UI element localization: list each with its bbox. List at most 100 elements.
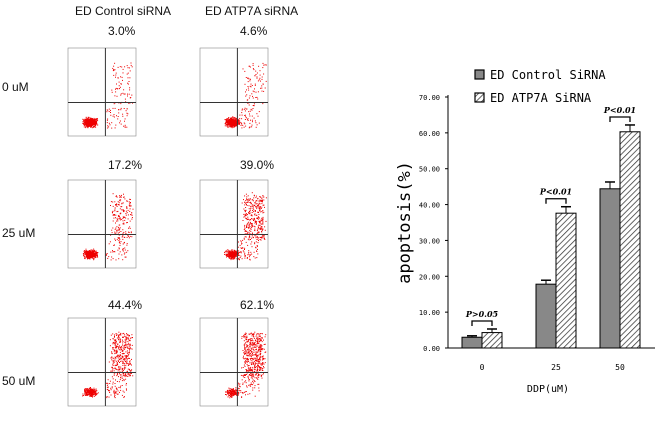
event-dot (261, 237, 262, 239)
event-dot (244, 123, 246, 125)
event-dot (262, 204, 264, 206)
event-dot (246, 225, 247, 227)
event-dot (111, 359, 113, 361)
event-dot (247, 199, 249, 201)
event-dot (114, 107, 116, 109)
event-dot (83, 120, 85, 122)
event-dot (260, 201, 262, 202)
event-dot (130, 205, 132, 207)
event-dot (111, 232, 113, 234)
y-tick-label: 60.00 (419, 130, 440, 138)
event-dot (254, 120, 256, 122)
event-dot (235, 121, 237, 123)
event-dot (82, 118, 84, 120)
event-dot (128, 67, 130, 69)
event-dot (117, 390, 119, 392)
event-dot (127, 113, 129, 115)
event-dot (93, 258, 95, 260)
event-dot (233, 254, 235, 256)
event-dot (124, 124, 126, 126)
event-dot (244, 107, 246, 109)
event-dot (241, 112, 243, 114)
event-dot (90, 254, 92, 256)
event-dot (236, 118, 237, 120)
event-dot (129, 226, 131, 228)
event-dot (245, 207, 247, 208)
event-dot (258, 202, 260, 204)
event-dot (85, 122, 87, 124)
event-dot (109, 241, 111, 243)
event-dot (97, 124, 99, 126)
event-dot (125, 378, 127, 380)
event-dot (244, 230, 246, 232)
event-dot (116, 374, 118, 376)
event-dot (127, 235, 129, 237)
event-dot (251, 85, 253, 86)
event-dot (237, 250, 239, 252)
event-dot (258, 231, 260, 233)
event-dot (89, 257, 91, 259)
event-dot (125, 210, 127, 212)
plot-frame (199, 179, 269, 269)
event-dot (126, 243, 128, 245)
event-dot (127, 355, 129, 357)
event-dot (96, 254, 98, 256)
event-dot (123, 196, 125, 198)
event-dot (84, 121, 86, 123)
event-dot (243, 208, 245, 210)
event-dot (117, 66, 119, 68)
event-dot (116, 349, 118, 351)
event-dot (254, 226, 256, 228)
event-dot (122, 339, 123, 341)
event-dot (124, 247, 126, 249)
event-dot (232, 116, 234, 118)
event-dot (132, 208, 134, 210)
event-dot (262, 218, 264, 220)
event-dot (129, 205, 131, 207)
event-dot (255, 237, 257, 239)
event-dot (120, 212, 122, 214)
event-dot (241, 118, 243, 120)
event-dot (121, 194, 122, 196)
event-dot (115, 364, 117, 366)
event-dot (244, 201, 246, 203)
event-dot (233, 251, 234, 253)
event-dot (120, 123, 122, 125)
event-dot (112, 347, 114, 348)
event-dot (89, 120, 91, 121)
event-dot (85, 117, 87, 119)
event-dot (87, 116, 89, 118)
event-dot (92, 251, 94, 253)
event-dot (122, 355, 124, 357)
event-dot (128, 353, 130, 355)
event-dot (114, 344, 116, 346)
event-dot (248, 237, 250, 239)
event-dot (240, 251, 242, 253)
event-dot (90, 253, 92, 255)
event-dot (255, 70, 257, 72)
event-dot (255, 97, 257, 98)
event-dot (129, 87, 131, 89)
event-dot (125, 213, 127, 215)
event-dot (93, 121, 94, 123)
event-dot (250, 215, 252, 216)
event-dot (258, 224, 260, 226)
event-dot (116, 334, 117, 336)
event-dot (238, 120, 240, 122)
event-dot (123, 391, 125, 393)
event-dot (257, 211, 259, 213)
event-dot (229, 126, 231, 128)
event-dot (127, 77, 129, 79)
event-dot (118, 347, 120, 348)
event-dot (264, 64, 266, 66)
event-dot (113, 214, 115, 216)
event-dot (241, 123, 243, 125)
event-dot (112, 341, 114, 343)
event-dot (253, 197, 255, 199)
event-dot (127, 347, 129, 349)
event-dot (260, 80, 261, 82)
event-dot (97, 254, 98, 256)
event-dot (262, 103, 264, 105)
event-dot (97, 256, 99, 258)
event-dot (118, 258, 120, 260)
